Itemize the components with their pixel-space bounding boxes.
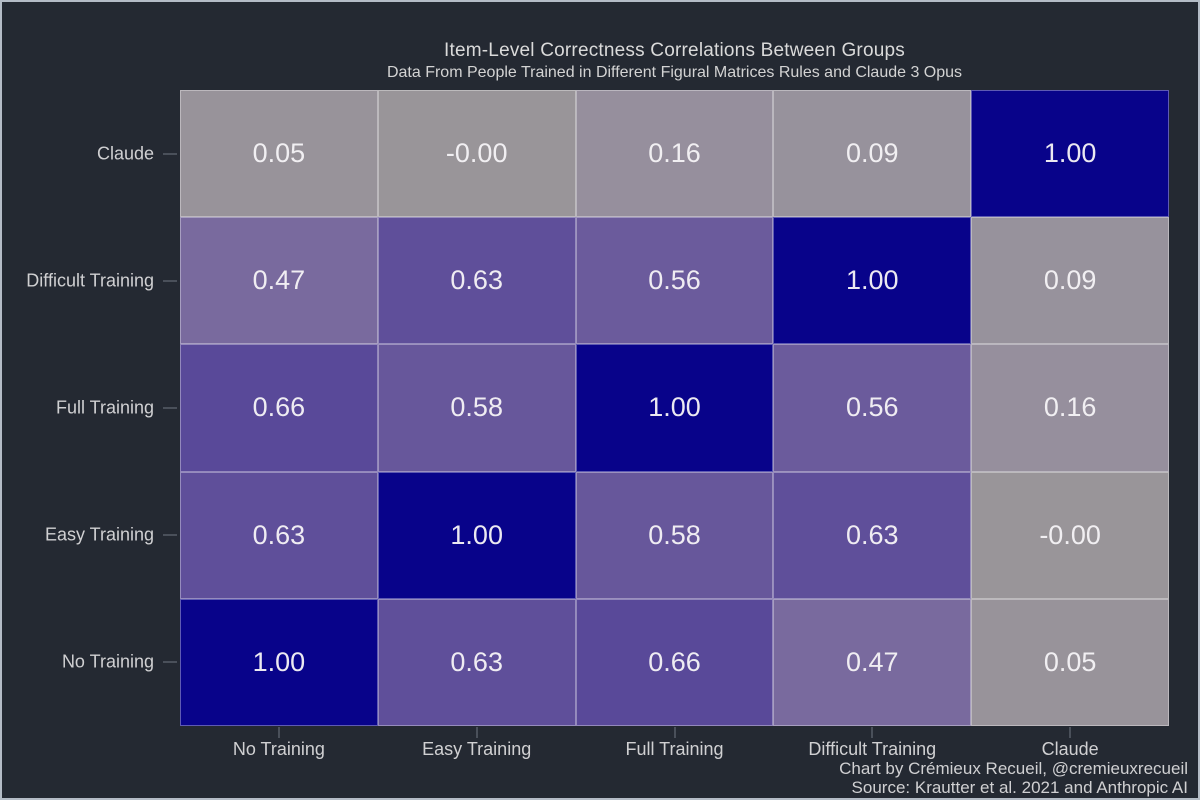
cell-value-label: 0.58 bbox=[450, 392, 503, 423]
chart-title: Item-Level Correctness Correlations Betw… bbox=[444, 40, 905, 61]
heatmap-cell-easy-training-x-full-training: 0.58 bbox=[575, 471, 774, 599]
cell-value-label: 0.09 bbox=[1043, 265, 1097, 296]
chart-source-caption: Source: Krautter et al. 2021 and Anthrop… bbox=[851, 778, 1188, 797]
heatmap-cell-full-training-x-difficult-training: 0.56 bbox=[773, 344, 972, 472]
chart-subtitle: Data From People Trained in Different Fi… bbox=[386, 64, 963, 81]
x-axis-label-no-training: No Training bbox=[232, 739, 325, 759]
cell-value-label: 0.63 bbox=[450, 265, 503, 296]
x-axis-label-difficult-training: Difficult Training bbox=[808, 739, 937, 759]
cell-value-label: 0.63 bbox=[252, 519, 306, 550]
cell-value-label: 0.56 bbox=[648, 265, 701, 296]
cell-value-label: 1.00 bbox=[1043, 138, 1097, 169]
heatmap-cell-full-training-x-claude: 0.16 bbox=[971, 344, 1169, 472]
cell-value-label: 1.00 bbox=[252, 646, 306, 677]
heatmap-cell-no-training-x-difficult-training: 0.47 bbox=[773, 598, 972, 726]
y-axis-label-full-training: Full Training bbox=[55, 397, 154, 418]
heatmap-cell-easy-training-x-claude: -0.00 bbox=[971, 471, 1169, 599]
heatmap-cell-claude-x-no-training: 0.05 bbox=[180, 90, 378, 218]
heatmap-cell-easy-training-x-no-training: 0.63 bbox=[180, 471, 378, 599]
cell-value-label: 0.66 bbox=[252, 392, 306, 423]
heatmap-cell-no-training-x-easy-training: 0.63 bbox=[377, 598, 576, 726]
cell-value-label: 0.16 bbox=[648, 138, 701, 169]
x-axis-tick bbox=[277, 727, 280, 738]
heatmap-cell-claude-x-full-training: 0.16 bbox=[575, 90, 774, 218]
cell-value-label: 0.05 bbox=[252, 138, 306, 169]
cell-value-label: 0.66 bbox=[648, 646, 701, 677]
x-axis-label-easy-training: Easy Training bbox=[422, 739, 532, 759]
cell-value-label: 0.58 bbox=[648, 519, 701, 550]
cell-value-label: -0.00 bbox=[1039, 519, 1101, 550]
y-axis-tick bbox=[163, 279, 177, 282]
heatmap-cell-full-training-x-no-training: 0.66 bbox=[180, 344, 378, 472]
y-axis-tick bbox=[163, 407, 177, 409]
heatmap-cell-easy-training-x-easy-training: 1.00 bbox=[377, 471, 576, 599]
heatmap-cell-no-training-x-no-training: 1.00 bbox=[180, 598, 378, 726]
chart-credit-caption: Chart by Crémieux Recueil, @cremieuxrecu… bbox=[839, 759, 1188, 778]
y-axis-label-easy-training: Easy Training bbox=[44, 524, 154, 545]
y-axis-tick bbox=[163, 534, 177, 537]
cell-value-label: 1.00 bbox=[450, 519, 503, 550]
heatmap-cell-difficult-training-x-difficult-training: 1.00 bbox=[773, 217, 972, 345]
y-axis-tick bbox=[163, 152, 177, 155]
y-axis-tick bbox=[163, 661, 177, 664]
cell-value-label: 0.09 bbox=[846, 138, 899, 169]
heatmap-cell-claude-x-easy-training: -0.00 bbox=[377, 90, 576, 218]
heatmap-cell-no-training-x-full-training: 0.66 bbox=[575, 598, 774, 726]
cell-value-label: -0.00 bbox=[445, 138, 508, 169]
heatmap-cell-full-training-x-full-training: 1.00 bbox=[575, 344, 774, 472]
cell-value-label: 0.47 bbox=[846, 646, 899, 677]
cell-value-label: 0.56 bbox=[846, 392, 899, 423]
cell-value-label: 1.00 bbox=[846, 265, 899, 296]
x-axis-tick bbox=[871, 727, 874, 738]
heatmap-cell-claude-x-difficult-training: 0.09 bbox=[773, 90, 972, 218]
cell-value-label: 1.00 bbox=[648, 392, 701, 423]
y-axis-label-difficult-training: Difficult Training bbox=[26, 270, 154, 291]
cell-value-label: 0.05 bbox=[1043, 646, 1097, 677]
x-axis-label-full-training: Full Training bbox=[625, 739, 724, 759]
y-axis-label-no-training: No Training bbox=[61, 651, 154, 672]
cell-value-label: 0.63 bbox=[450, 646, 503, 677]
heatmap-cell-difficult-training-x-no-training: 0.47 bbox=[180, 217, 378, 345]
cell-value-label: 0.47 bbox=[252, 265, 306, 296]
y-axis-label-claude: Claude bbox=[96, 143, 154, 164]
x-axis-tick bbox=[1069, 727, 1072, 738]
heatmap-cell-no-training-x-claude: 0.05 bbox=[971, 598, 1169, 726]
cell-value-label: 0.63 bbox=[846, 519, 899, 550]
cell-value-label: 0.16 bbox=[1043, 392, 1097, 423]
heatmap-cell-claude-x-claude: 1.00 bbox=[971, 90, 1169, 218]
heatmap-cell-difficult-training-x-full-training: 0.56 bbox=[575, 217, 774, 345]
heatmap-cell-difficult-training-x-easy-training: 0.63 bbox=[377, 217, 576, 345]
heatmap-grid: 0.05 -0.00 0.16 0.09 1.00 0.47 0.63 0.56 1.00 0.0… bbox=[180, 90, 1169, 726]
x-axis-tick bbox=[475, 727, 478, 738]
x-axis-label-claude: Claude bbox=[1041, 739, 1099, 759]
x-axis-tick bbox=[673, 727, 676, 738]
heatmap-cell-difficult-training-x-claude: 0.09 bbox=[971, 217, 1169, 345]
heatmap-cell-full-training-x-easy-training: 0.58 bbox=[377, 344, 576, 472]
heatmap-cell-easy-training-x-difficult-training: 0.63 bbox=[773, 471, 972, 599]
